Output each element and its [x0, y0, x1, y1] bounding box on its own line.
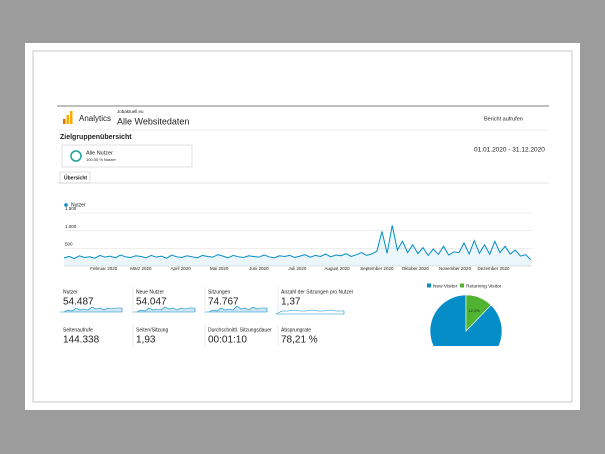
- x-tick-label: Oktober 2020: [402, 266, 430, 271]
- metric-label: Anzahl der Sitzungen pro Nutzer: [281, 289, 354, 295]
- legend-marker: [64, 203, 68, 207]
- metric-value: 74.767: [208, 297, 239, 308]
- product: Analytics: [79, 114, 111, 123]
- x-tick-label: September 2020: [360, 266, 394, 271]
- segment-icon: [70, 150, 82, 162]
- x-tick-label: Juli 2020: [288, 266, 307, 271]
- metric-label: Seitenaufrufe: [63, 327, 93, 333]
- metric-label: Neue Nutzer: [136, 289, 164, 295]
- metric-label: Nutzer: [63, 289, 78, 295]
- x-tick-label: August 2020: [324, 266, 350, 271]
- property[interactable]: Alle Websitedaten: [117, 116, 189, 126]
- metric-value: 00:01:10: [208, 335, 247, 346]
- x-tick-label: Dezember 2020: [478, 266, 511, 271]
- metric-label: Durchschnittl. Sitzungsdauer: [208, 327, 272, 333]
- metric-value: 54.047: [136, 297, 167, 308]
- slice-label: 12,2%: [468, 308, 480, 313]
- x-tick-label: Mai 2020: [210, 266, 229, 271]
- metric-label: Absprungrate: [281, 327, 311, 333]
- x-tick-label: Februar 2020: [90, 266, 118, 271]
- date-range[interactable]: 01.01.2020 - 31.12.2020: [474, 147, 545, 154]
- metric-value: 144.338: [63, 335, 100, 346]
- pie-slice: [429, 294, 503, 346]
- report-link[interactable]: Bericht aufrufen: [484, 116, 523, 122]
- x-tick-label: Juni 2020: [249, 266, 269, 271]
- segment-sub: 100,00 % Nutzer: [86, 157, 116, 162]
- metric-value: 1,93: [136, 335, 156, 346]
- metric-value: 54.487: [63, 297, 94, 308]
- pie: 12,2%: [429, 294, 503, 346]
- y-tick-label: 1.500: [65, 206, 77, 211]
- page-title: Zielgruppenübersicht: [60, 134, 132, 141]
- segment-name: Alle Nutzer: [86, 150, 113, 156]
- segment-box[interactable]: [61, 144, 193, 168]
- tab-label: Übersicht: [64, 174, 87, 181]
- x-tick-label: April 2020: [171, 266, 192, 271]
- x-tick-label: März 2020: [130, 266, 152, 271]
- y-tick-label: 500: [65, 242, 73, 247]
- x-tick-label: November 2020: [439, 266, 472, 271]
- account: Jobaktuell.eu: [117, 109, 144, 114]
- panel: [25, 43, 580, 410]
- metric-label: Sitzungen: [208, 289, 230, 295]
- metric-value: 1,37: [281, 297, 301, 308]
- logo: [63, 111, 73, 124]
- legend-marker: [460, 283, 464, 288]
- metric-label: Seiten/Sitzung: [136, 327, 168, 333]
- series-area: [64, 225, 531, 266]
- metric-value: 78,21 %: [281, 335, 318, 346]
- legend-label: Nutzer: [71, 202, 86, 208]
- series-line: [63, 225, 532, 260]
- legend-label: Returning Visitor: [466, 283, 502, 289]
- y-tick-label: 1.000: [65, 224, 77, 229]
- legend-marker: [427, 283, 431, 288]
- sparklines: [60, 305, 345, 315]
- panel-border: [32, 50, 573, 403]
- legend-label: New Visitor: [433, 283, 458, 289]
- pie-slice: [465, 294, 492, 332]
